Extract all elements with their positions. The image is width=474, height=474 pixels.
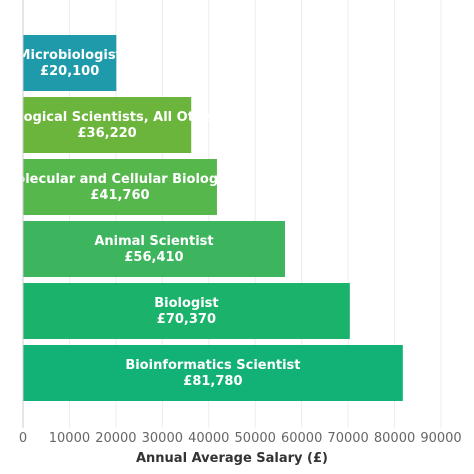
- bar-value-label: £56,410: [124, 250, 183, 265]
- bar: [23, 97, 192, 153]
- bar-value-label: £81,780: [183, 374, 242, 389]
- bar: [23, 283, 350, 339]
- x-tick-label: 90000: [420, 431, 461, 446]
- x-tick-label: 10000: [49, 431, 90, 446]
- x-tick-label: 80000: [374, 431, 415, 446]
- bar-category-label: Microbiologist: [18, 48, 122, 63]
- x-tick-label: 60000: [281, 431, 322, 446]
- x-tick-label: 50000: [235, 431, 276, 446]
- bar-category-label: Biologist: [154, 296, 218, 311]
- bar-category-label: Molecular and Cellular Biologist: [3, 172, 236, 187]
- bar-value-label: £70,370: [157, 312, 216, 327]
- bars: Microbiologist£20,100 Biological Scientis…: [0, 35, 403, 401]
- x-axis-title: Annual Average Salary (£): [136, 451, 328, 466]
- bar-category-label: Biological Scientists, All Other: [0, 110, 219, 125]
- bar: [23, 35, 117, 91]
- x-tick-label: 20000: [95, 431, 136, 446]
- x-tick-label: 40000: [188, 431, 229, 446]
- x-tick-label: 30000: [142, 431, 183, 446]
- bar-value-label: £36,220: [78, 126, 137, 141]
- bar-category-label: Animal Scientist: [94, 234, 213, 249]
- x-tick-label: 70000: [327, 431, 368, 446]
- bar-value-label: £41,760: [90, 188, 149, 203]
- x-tick-label: 0: [19, 431, 27, 446]
- bar: [23, 159, 217, 215]
- bar-value-label: £20,100: [40, 64, 99, 79]
- bar-category-label: Bioinformatics Scientist: [125, 358, 300, 373]
- bar: [23, 221, 285, 277]
- x-axis-ticks: 0 10000 20000 30000 40000 50000 60000 70000 8000…: [19, 431, 462, 446]
- bar: [23, 345, 403, 401]
